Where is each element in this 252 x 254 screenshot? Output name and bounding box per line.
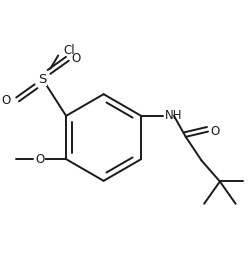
Text: O: O [71, 52, 81, 65]
Text: O: O [2, 93, 11, 107]
Text: O: O [35, 153, 45, 166]
Text: O: O [211, 125, 220, 138]
Text: Cl: Cl [64, 44, 75, 57]
Text: S: S [38, 73, 47, 86]
Text: NH: NH [165, 109, 182, 122]
